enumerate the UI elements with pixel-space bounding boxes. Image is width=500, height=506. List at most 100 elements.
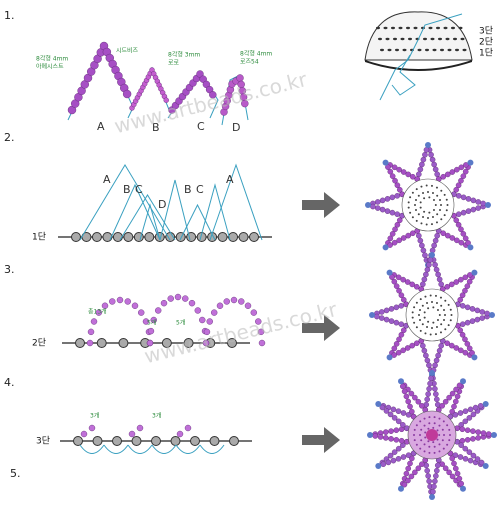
hole: [414, 208, 417, 211]
hole: [423, 424, 426, 427]
bead: [469, 350, 475, 356]
hole: [417, 48, 422, 52]
bead: [405, 452, 412, 458]
bead: [87, 328, 95, 336]
hole: [422, 191, 425, 194]
tip-bead: [482, 463, 489, 469]
base-bead: [71, 232, 81, 242]
bead: [440, 173, 447, 180]
bead: [391, 239, 398, 246]
bead: [387, 411, 394, 418]
bead: [420, 342, 426, 349]
bead: [424, 266, 431, 273]
tip-bead: [489, 312, 495, 318]
bead: [412, 469, 418, 476]
hole: [444, 328, 447, 331]
arrow: [302, 192, 340, 218]
bead: [460, 209, 467, 216]
hole: [435, 301, 438, 304]
bead: [184, 424, 192, 432]
bead: [422, 151, 428, 158]
bead: [396, 237, 402, 244]
row-label: 3단: [36, 436, 50, 447]
bead: [408, 473, 415, 480]
strand-label: A: [97, 120, 105, 133]
bead: [407, 460, 413, 467]
bead: [462, 235, 469, 242]
hole: [439, 199, 442, 202]
bead: [457, 454, 464, 460]
hole: [380, 48, 384, 52]
hole: [432, 209, 435, 212]
bead: [395, 408, 402, 415]
bead: [475, 205, 482, 211]
hole: [430, 37, 435, 41]
bead: [426, 362, 432, 369]
hole: [446, 443, 449, 446]
tip-bead: [460, 485, 466, 492]
base-bead: [112, 436, 122, 446]
bead: [383, 435, 389, 441]
bead: [395, 349, 402, 356]
hole: [411, 216, 414, 219]
thread: [209, 163, 263, 241]
hole: [433, 416, 436, 419]
bead: [128, 430, 136, 438]
hole: [417, 194, 420, 197]
bead: [433, 266, 440, 273]
bead: [387, 168, 394, 175]
bead: [426, 261, 432, 268]
bead: [451, 403, 457, 410]
tip-bead: [482, 401, 489, 407]
hole: [419, 434, 421, 436]
bead: [436, 347, 443, 354]
bead: [131, 302, 139, 309]
tip-bead: [386, 269, 393, 276]
bead: [434, 171, 440, 178]
hole: [449, 308, 452, 311]
hole: [419, 298, 422, 301]
bead: [446, 469, 452, 476]
hole: [395, 48, 399, 52]
bead: [459, 321, 466, 327]
hole: [450, 314, 453, 316]
hole: [428, 445, 431, 448]
hole: [428, 451, 431, 454]
bead: [398, 321, 405, 327]
bead: [466, 415, 473, 421]
bead: [459, 292, 466, 299]
hole: [445, 209, 448, 212]
bead: [394, 221, 401, 228]
hole: [423, 316, 426, 319]
bead: [387, 452, 394, 459]
hole: [400, 37, 405, 41]
hole: [432, 48, 437, 52]
hole: [428, 422, 431, 425]
bead: [480, 430, 487, 436]
hole: [378, 37, 382, 41]
tip-bead: [429, 252, 435, 258]
bead: [421, 276, 428, 283]
bead: [405, 171, 412, 178]
bead: [199, 316, 206, 324]
hole: [407, 206, 410, 209]
bead: [434, 232, 440, 239]
hole: [427, 191, 429, 193]
bead: [388, 428, 394, 434]
bead: [390, 457, 397, 464]
hole: [434, 333, 437, 336]
bead: [403, 393, 410, 400]
bead: [372, 433, 379, 439]
bead: [374, 313, 380, 320]
hole: [427, 440, 430, 443]
hole: [413, 428, 416, 431]
thread: [79, 444, 105, 454]
bead: [458, 164, 465, 171]
bead: [480, 200, 486, 207]
base-bead: [238, 232, 249, 242]
bead: [396, 336, 402, 343]
bead: [477, 403, 484, 409]
bead: [385, 459, 392, 466]
bead-count: 5개: [176, 319, 185, 327]
bead: [155, 307, 162, 314]
